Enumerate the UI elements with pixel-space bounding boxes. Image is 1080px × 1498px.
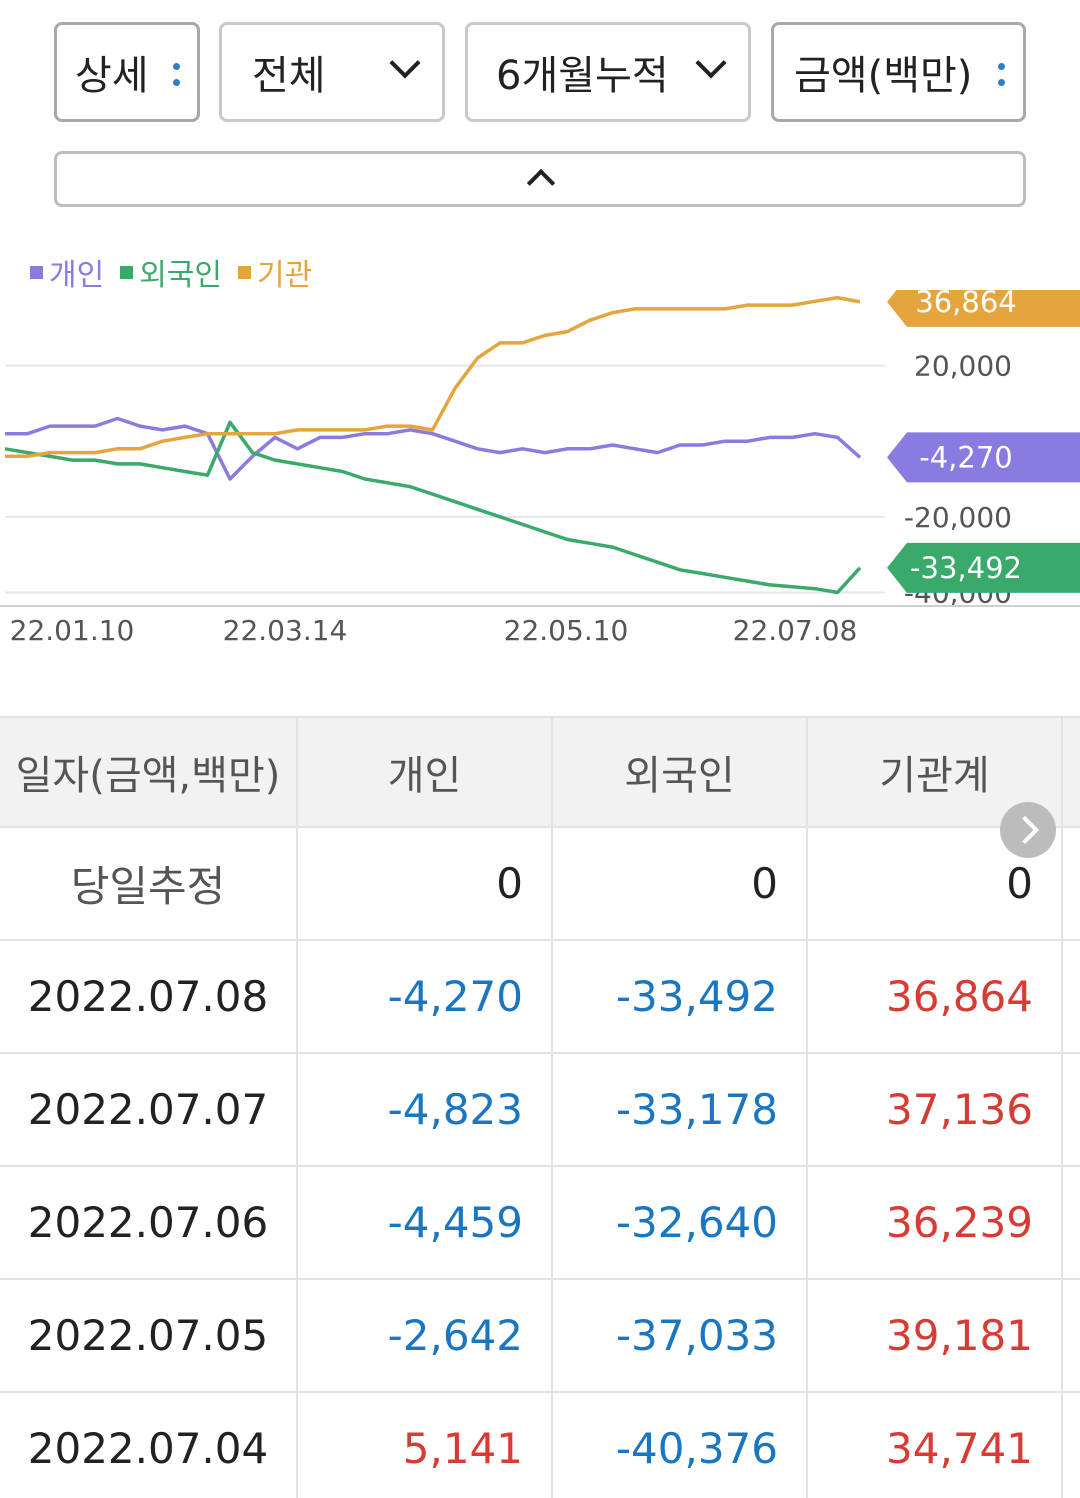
badge-shape [887, 542, 1080, 593]
legend-swatch [30, 265, 43, 279]
row-foreign: -40,376 [553, 1393, 808, 1498]
unit-button[interactable]: 금액(백만) [771, 22, 1026, 122]
scope-label: 전체 [252, 53, 326, 99]
series-line-1 [4, 420, 862, 595]
badge-label: -33,492 [910, 551, 1022, 585]
badge-label: 36,864 [915, 290, 1016, 319]
table-row[interactable]: 2022.07.06 -4,459 -32,640 36,239 [0, 1167, 1080, 1280]
row-individual: -4,823 [298, 1054, 553, 1165]
row-foreign: 0 [553, 828, 808, 939]
detail-label: 상세 [75, 53, 149, 99]
more-vert-icon [173, 63, 180, 86]
table-row[interactable]: 당일추정 0 0 0 [0, 828, 1080, 941]
period-label: 6개월누적 [496, 53, 669, 99]
row-foreign: -33,178 [553, 1054, 808, 1165]
series-line-0 [5, 416, 862, 481]
row-individual: 0 [298, 828, 553, 939]
row-institution: 34,741 [808, 1393, 1063, 1498]
table-row[interactable]: 2022.07.05 -2,642 -37,033 39,181 [0, 1280, 1080, 1393]
table-row[interactable]: 2022.07.04 5,141 -40,376 34,741 [0, 1393, 1080, 1498]
row-foreign: -32,640 [553, 1167, 808, 1278]
x-tick-label: 22.07.08 [733, 614, 858, 647]
row-individual: -2,642 [298, 1280, 553, 1391]
row-date: 2022.07.04 [0, 1393, 298, 1498]
row-institution: 0 [808, 828, 1063, 939]
header-individual: 개인 [298, 718, 553, 826]
detail-button[interactable]: 상세 [54, 22, 200, 122]
filter-bar: 상세 전체 6개월누적 금액(백만) [54, 22, 1026, 122]
collapse-button[interactable] [54, 151, 1026, 207]
x-tick-label: 22.01.10 [10, 614, 135, 647]
row-individual: -4,459 [298, 1167, 553, 1278]
header-date: 일자(금액,백만) [0, 718, 298, 826]
legend-swatch [238, 265, 252, 279]
row-institution: 36,239 [808, 1167, 1063, 1278]
period-select[interactable]: 6개월누적 [465, 22, 751, 122]
header-institution: 기관계 [808, 718, 1063, 826]
row-foreign: -37,033 [553, 1280, 808, 1391]
chevron-up-icon [526, 168, 556, 198]
row-institution: 37,136 [808, 1054, 1063, 1165]
row-institution: 39,181 [808, 1280, 1063, 1391]
chart-legend: 개인 외국인 기관 [30, 250, 312, 294]
row-date: 2022.07.06 [0, 1167, 298, 1278]
more-vert-icon [998, 63, 1005, 86]
x-tick-label: 22.03.14 [223, 614, 348, 647]
unit-label: 금액(백만) [794, 53, 973, 99]
row-individual: 5,141 [298, 1393, 553, 1498]
row-foreign: -33,492 [553, 941, 808, 1052]
scroll-right-button[interactable] [1000, 802, 1056, 858]
legend-swatch [120, 265, 134, 279]
chevron-down-icon [389, 47, 421, 79]
row-institution: 36,864 [808, 941, 1063, 1052]
series-line-2 [5, 295, 861, 459]
series-end-badge: 36,864 [887, 290, 1080, 327]
series-end-badge: -33,492 [887, 542, 1080, 593]
scope-select[interactable]: 전체 [219, 22, 445, 122]
table-row[interactable]: 2022.07.07 -4,823 -33,178 37,136 [0, 1054, 1080, 1167]
table-header: 일자(금액,백만) 개인 외국인 기관계 [0, 716, 1080, 828]
row-date: 2022.07.05 [0, 1280, 298, 1391]
row-date: 2022.07.07 [0, 1054, 298, 1165]
badge-shape [887, 290, 1080, 327]
series-end-badge: -4,270 [887, 432, 1080, 483]
table-row[interactable]: 2022.07.08 -4,270 -33,492 36,864 [0, 941, 1080, 1054]
badge-label: -4,270 [919, 440, 1013, 474]
badge-shape [887, 432, 1080, 483]
row-date: 당일추정 [0, 828, 298, 939]
row-date: 2022.07.08 [0, 941, 298, 1052]
row-individual: -4,270 [298, 941, 553, 1052]
y-tick-label: 20,000 [914, 350, 1012, 383]
legend-label: 개인 [49, 258, 105, 293]
legend-item-individual: 개인 [30, 250, 104, 294]
legend-label: 외국인 [139, 258, 223, 293]
header-foreign: 외국인 [553, 718, 808, 826]
chevron-down-icon [695, 47, 727, 79]
legend-item-institution: 기관 [238, 250, 312, 294]
x-tick-label: 22.05.10 [504, 614, 629, 647]
legend-label: 기관 [257, 258, 313, 293]
legend-item-foreign: 외국인 [120, 250, 222, 294]
y-tick-label: -20,000 [904, 501, 1012, 534]
